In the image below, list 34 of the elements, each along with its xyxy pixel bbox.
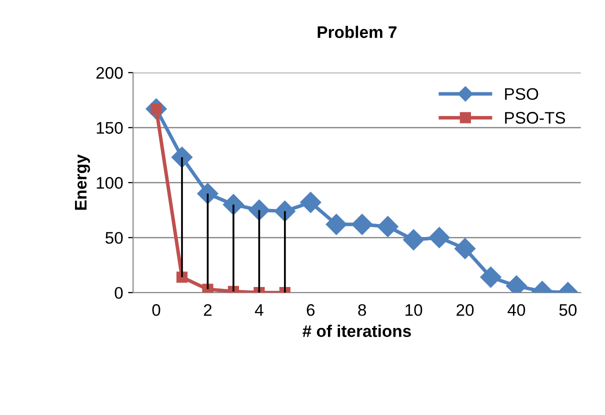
point	[454, 238, 476, 260]
y-tick-label: 100	[96, 177, 123, 189]
point	[377, 216, 398, 238]
point	[300, 192, 322, 213]
y-tick-label: 50	[106, 232, 123, 244]
x-tick-label: 10	[406, 304, 422, 316]
x-tick-label: 6	[306, 304, 315, 316]
x-tick-label: 40	[508, 304, 526, 316]
chart-title: Problem 7	[318, 26, 397, 38]
point	[176, 272, 188, 283]
point	[197, 183, 218, 204]
x-tick-label: 4	[254, 304, 264, 316]
point	[274, 200, 296, 222]
x-tick-label: 20	[456, 304, 474, 316]
point	[248, 200, 270, 221]
x-tick-label: 50	[559, 304, 577, 316]
point	[202, 284, 214, 293]
y-tick-label: 200	[96, 67, 123, 79]
legend-label: PSO-TS	[505, 112, 566, 124]
x-tick-label: 2	[204, 304, 212, 316]
x-tick-label: 8	[358, 304, 366, 316]
y-axis-title: Energy	[75, 154, 90, 210]
legend-label: PSO	[505, 88, 538, 100]
point	[222, 194, 244, 216]
y-tick-label: 0	[114, 286, 123, 299]
y-tick-label: 150	[96, 122, 123, 134]
point	[428, 227, 450, 248]
point	[352, 214, 373, 235]
point	[480, 266, 502, 288]
x-tick-label: 0	[152, 304, 160, 316]
x-axis-title: # of iterations	[302, 324, 411, 338]
point	[326, 214, 347, 235]
point	[403, 229, 424, 250]
point	[171, 146, 192, 168]
